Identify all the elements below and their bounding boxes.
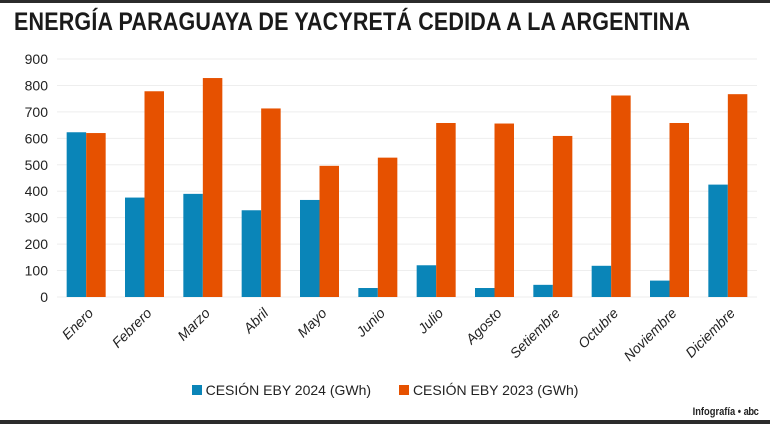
bar-2023-octubre: [611, 95, 631, 297]
bar-2024-junio: [358, 288, 378, 297]
bar-2023-junio: [377, 157, 398, 297]
bar-2024-julio: [416, 265, 437, 297]
bar-2023-abril: [261, 108, 281, 297]
legend-label-2024: CESIÓN EBY 2024 (GWh): [205, 382, 372, 398]
credit-separator: •: [737, 406, 741, 418]
y-tick-label: 600: [25, 130, 49, 146]
bar-2024-noviembre: [650, 280, 670, 297]
x-tick-label: Octubre: [575, 305, 622, 352]
x-tick-label: Mayo: [294, 305, 330, 341]
y-axis-ticks: 0 100 200 300 400 500 600 700 800 900: [25, 51, 49, 305]
chart-title: ENERGÍA PARAGUAYA DE YACYRETÁ CEDIDA A L…: [14, 8, 691, 36]
bar-2024-diciembre: [708, 184, 728, 297]
bar-2023-agosto: [494, 123, 514, 297]
bar-2024-enero: [66, 132, 87, 297]
gridlines: [57, 58, 757, 298]
y-tick-label: 500: [25, 157, 49, 173]
y-tick-label: 800: [25, 77, 49, 93]
x-tick-label: Junio: [352, 305, 388, 341]
bar-2023-marzo: [202, 78, 223, 297]
bottom-border: [0, 420, 770, 424]
bar-2023-julio: [436, 122, 456, 298]
bar-2023-febrero: [144, 91, 164, 297]
bar-2024-mayo: [300, 199, 320, 297]
bar-2023-mayo: [319, 165, 339, 297]
bar-2024-octubre: [591, 265, 612, 297]
x-tick-label: Julio: [414, 305, 447, 338]
bar-2024-abril: [241, 210, 262, 297]
y-tick-label: 300: [25, 210, 49, 226]
bar-2024-setiembre: [533, 284, 553, 297]
legend-item-2024: CESIÓN EBY 2024 (GWh): [191, 382, 372, 398]
bar-2023-enero: [86, 133, 106, 297]
y-tick-label: 0: [40, 289, 48, 305]
x-tick-label: Agosto: [462, 305, 505, 348]
y-tick-label: 100: [25, 263, 49, 279]
bar-2024-marzo: [183, 193, 203, 297]
credit-label: Infografía: [692, 406, 735, 418]
y-tick-label: 900: [25, 51, 49, 67]
top-border: [0, 0, 770, 3]
x-tick-label: Abril: [239, 304, 271, 336]
x-axis-ticks: Enero Febrero Marzo Abril Mayo Junio Julio Agos…: [59, 304, 739, 364]
legend-label-2023: CESIÓN EBY 2023 (GWh): [412, 382, 579, 398]
x-tick-label: Febrero: [109, 305, 155, 351]
bar-2023-setiembre: [552, 135, 573, 297]
legend-item-2023: CESIÓN EBY 2023 (GWh): [398, 382, 579, 398]
legend: CESIÓN EBY 2024 (GWh) CESIÓN EBY 2023 (G…: [0, 382, 770, 398]
legend-swatch-2024: [191, 385, 202, 395]
x-tick-label: Enero: [59, 305, 97, 343]
bar-2023-noviembre: [669, 122, 689, 298]
bars: [66, 78, 748, 298]
abc-logo: abc: [743, 406, 758, 418]
bar-2024-agosto: [475, 288, 495, 297]
x-tick-label: Noviembre: [620, 305, 679, 364]
bar-2023-diciembre: [727, 94, 748, 297]
credit: Infografía • abc: [692, 406, 758, 418]
x-tick-label: Marzo: [174, 305, 213, 344]
legend-swatch-2023: [398, 385, 409, 395]
y-tick-label: 700: [25, 104, 49, 120]
y-tick-label: 400: [25, 183, 49, 199]
bar-2024-febrero: [125, 197, 145, 297]
y-tick-label: 200: [25, 236, 49, 252]
x-tick-label: Diciembre: [682, 305, 738, 361]
x-tick-label: Setiembre: [507, 305, 564, 362]
